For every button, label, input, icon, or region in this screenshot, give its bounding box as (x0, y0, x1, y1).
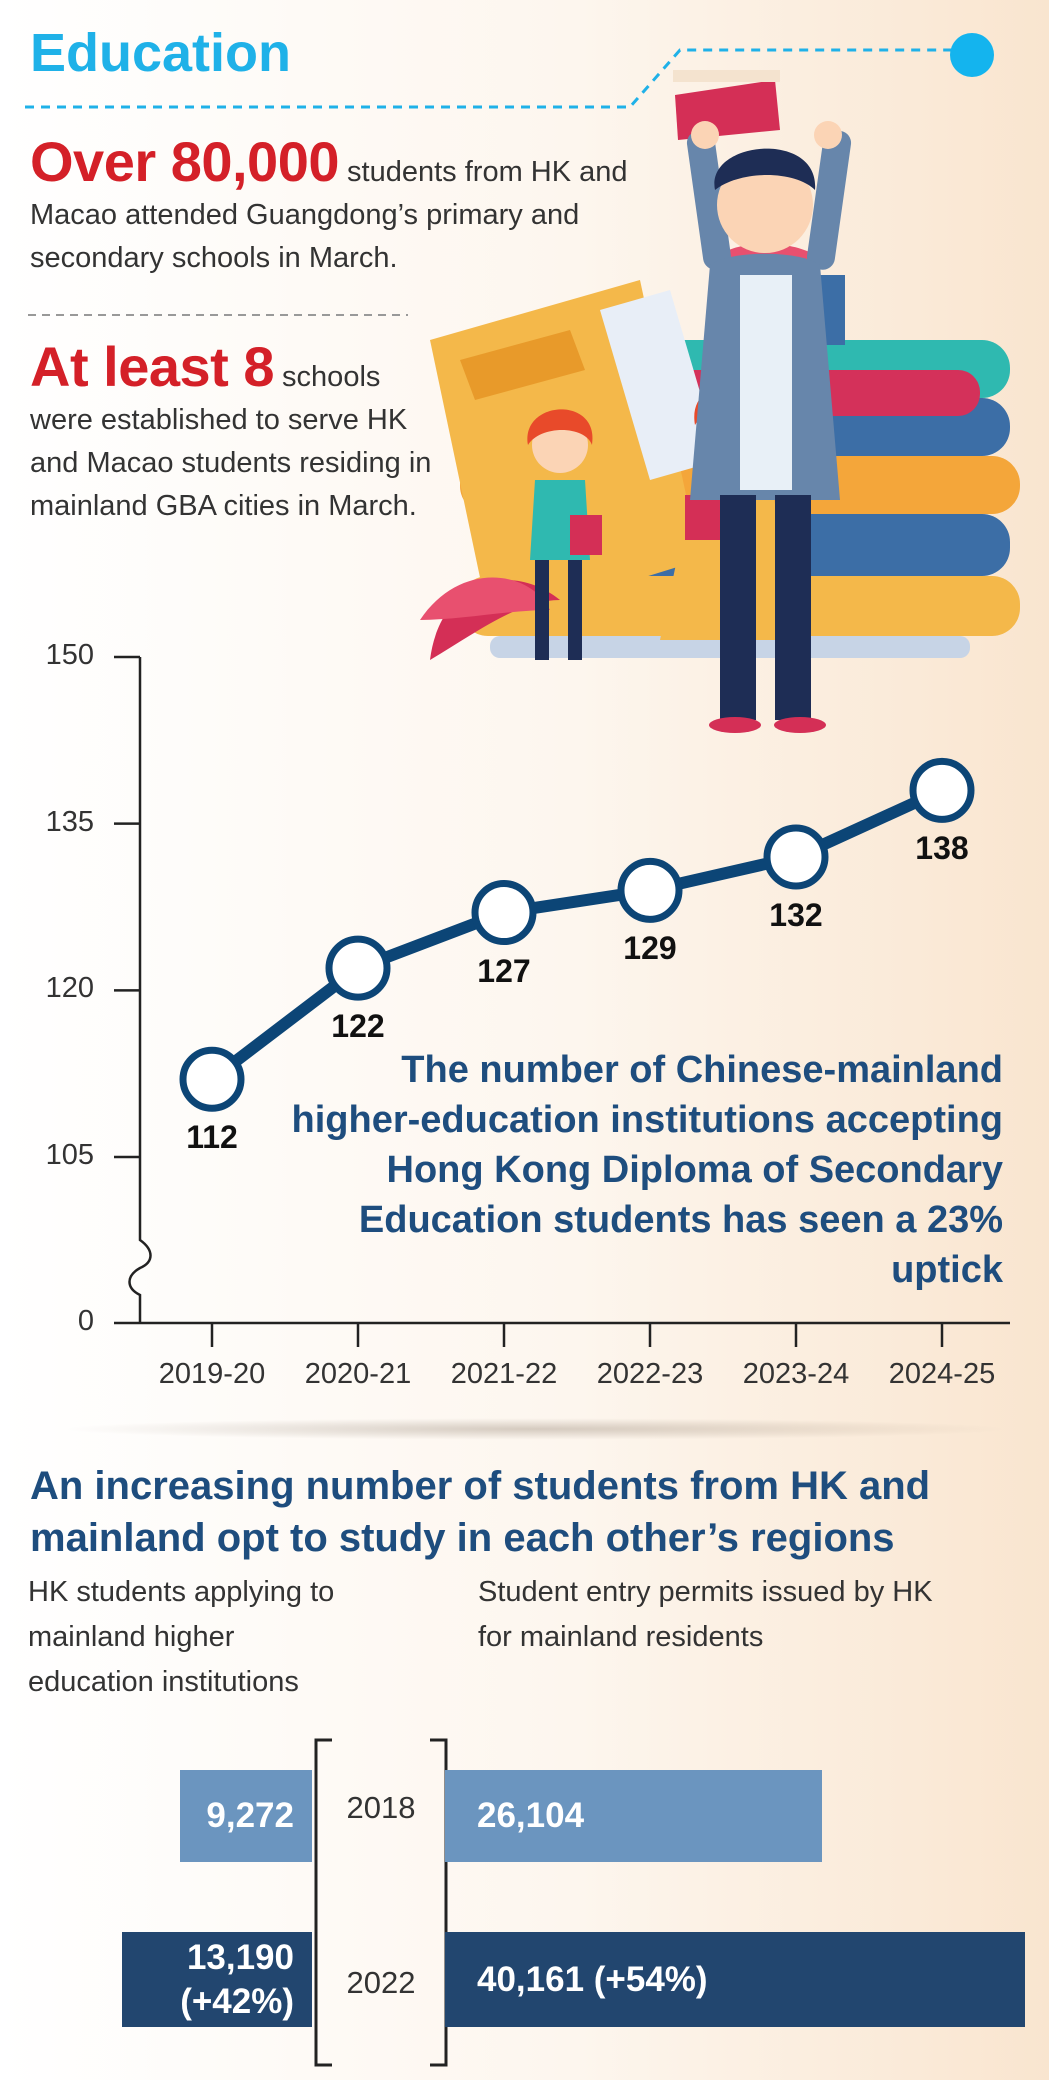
data-label: 138 (915, 830, 969, 867)
x-tick-label: 2020-21 (304, 1358, 412, 1390)
stat-schools-text: schools were established to serve HK and… (30, 361, 432, 522)
chart-annotation: The number of Chinese-mainland higher-ed… (291, 1049, 1003, 1291)
data-point (471, 880, 537, 946)
comparison-title: An increasing number of students from HK… (30, 1464, 931, 1560)
section-shadow-divider (60, 1418, 1010, 1440)
bar-hk-applicants-2022: 13,190 (+42%) (122, 1932, 312, 2027)
x-tick-label: 2023-24 (742, 1358, 850, 1390)
y-tick-label: 150 (45, 639, 94, 671)
section-title: Education (30, 23, 292, 83)
data-point (179, 1046, 245, 1112)
left-column-heading: HK students applying to mainland higher … (28, 1576, 335, 1698)
stat-schools-highlight: At least 8 (30, 335, 275, 398)
data-label: 122 (331, 1008, 385, 1045)
data-label: 129 (623, 930, 677, 967)
y-tick-label: 120 (45, 972, 94, 1005)
stat-students-highlight: Over 80,000 (30, 130, 339, 193)
data-point (617, 857, 683, 923)
data-label: 127 (477, 952, 531, 989)
right-column-heading: Student entry permits issued by HK for m… (478, 1576, 933, 1653)
data-point (909, 757, 975, 823)
bar-mainland-permits-2018: 26,104 (445, 1770, 822, 1862)
stat-students-text: students from HK and Macao attended Guan… (30, 156, 628, 274)
bar-mainland-permits-2022: 40,161 (+54%) (445, 1932, 1025, 2027)
students-reading-illustration (420, 70, 1020, 733)
y-tick-label: 135 (45, 805, 94, 838)
x-tick-label: 2021-22 (450, 1358, 558, 1390)
y-tick-label: 105 (45, 1139, 94, 1171)
year-brackets (314, 1738, 448, 2067)
data-label: 132 (769, 897, 823, 933)
x-tick-label: 2019-20 (158, 1358, 266, 1390)
data-label: 112 (186, 1119, 238, 1156)
y-tick-label: 0 (77, 1305, 94, 1337)
x-tick-label: 2024-25 (888, 1358, 996, 1390)
year-label-2022: 2022 (346, 1965, 416, 2000)
stat-schools: At least 8 schools were established to s… (30, 339, 450, 528)
header-divider (25, 33, 994, 109)
stat-divider (28, 314, 408, 316)
x-tick-label: 2022-23 (596, 1358, 704, 1390)
y-axis (128, 657, 152, 1323)
bar-hk-applicants-2018: 9,272 (180, 1770, 312, 1862)
data-point (763, 824, 829, 890)
year-label-2018: 2018 (346, 1790, 416, 1825)
stat-students: Over 80,000 students from HK and Macao a… (30, 134, 680, 280)
data-point (325, 935, 391, 1001)
